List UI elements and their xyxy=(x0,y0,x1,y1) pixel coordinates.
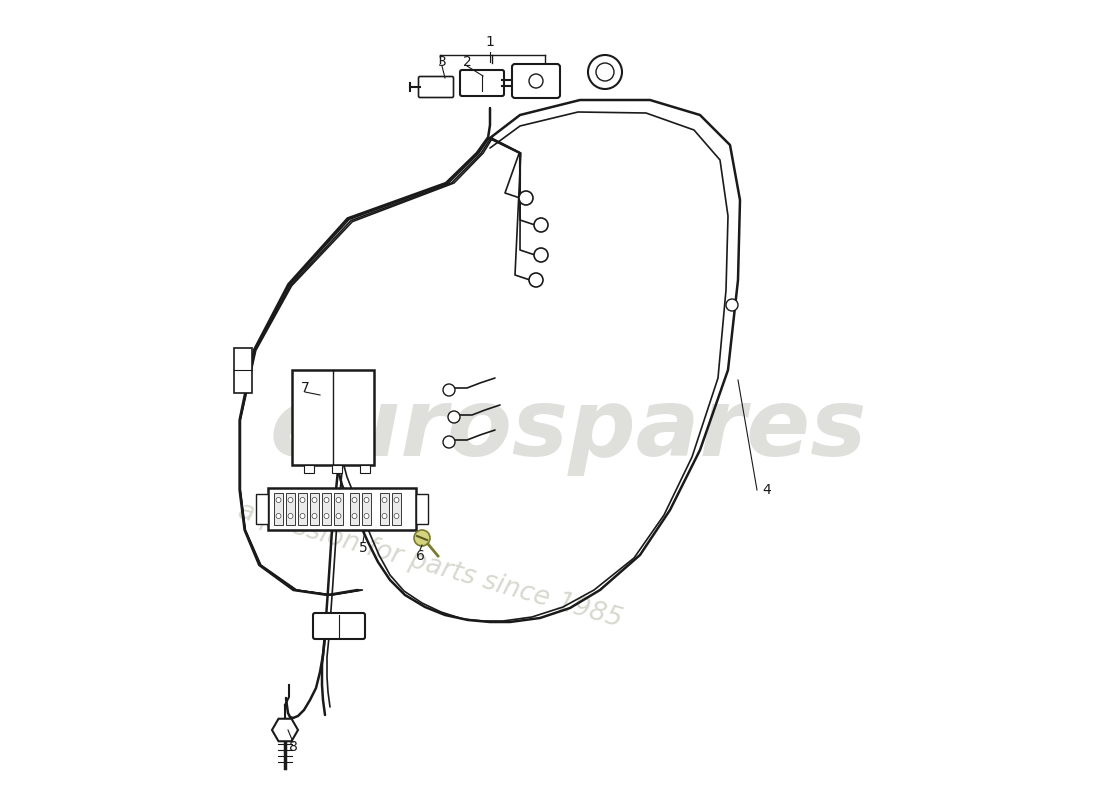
Circle shape xyxy=(300,498,305,502)
Bar xyxy=(392,493,402,525)
FancyBboxPatch shape xyxy=(418,77,453,98)
Text: 6: 6 xyxy=(416,549,425,563)
Circle shape xyxy=(529,273,543,287)
Circle shape xyxy=(443,384,455,396)
Text: 2: 2 xyxy=(463,55,472,69)
Circle shape xyxy=(364,514,368,518)
Text: 5: 5 xyxy=(359,541,367,555)
Bar xyxy=(274,493,283,525)
Bar xyxy=(362,493,371,525)
Text: 3: 3 xyxy=(438,55,447,69)
Circle shape xyxy=(324,514,329,518)
Text: 7: 7 xyxy=(300,381,309,395)
Bar xyxy=(379,493,389,525)
Circle shape xyxy=(352,514,358,518)
Circle shape xyxy=(300,514,305,518)
Circle shape xyxy=(534,248,548,262)
Circle shape xyxy=(276,498,280,502)
Circle shape xyxy=(288,514,293,518)
Circle shape xyxy=(443,436,455,448)
Circle shape xyxy=(276,514,280,518)
FancyBboxPatch shape xyxy=(512,64,560,98)
FancyBboxPatch shape xyxy=(460,70,504,96)
Circle shape xyxy=(596,63,614,81)
Bar xyxy=(360,465,370,473)
Circle shape xyxy=(336,498,341,502)
Bar xyxy=(268,488,416,530)
Circle shape xyxy=(534,218,548,232)
Bar xyxy=(334,493,343,525)
Circle shape xyxy=(312,514,317,518)
Circle shape xyxy=(529,74,543,88)
Circle shape xyxy=(726,299,738,311)
Circle shape xyxy=(394,498,399,502)
Circle shape xyxy=(588,55,621,89)
Circle shape xyxy=(312,498,317,502)
Text: a passion for parts since 1985: a passion for parts since 1985 xyxy=(235,498,625,632)
Circle shape xyxy=(288,498,293,502)
Circle shape xyxy=(519,191,534,205)
Circle shape xyxy=(382,514,387,518)
Bar xyxy=(332,465,342,473)
Text: 4: 4 xyxy=(762,483,771,497)
Bar xyxy=(350,493,359,525)
Bar xyxy=(286,493,295,525)
Circle shape xyxy=(336,514,341,518)
Text: 8: 8 xyxy=(288,740,297,754)
Bar xyxy=(310,493,319,525)
Circle shape xyxy=(324,498,329,502)
Bar xyxy=(416,494,428,524)
Text: 1: 1 xyxy=(485,35,494,49)
Bar xyxy=(304,465,313,473)
Bar xyxy=(292,370,374,465)
Bar xyxy=(298,493,307,525)
Circle shape xyxy=(382,498,387,502)
Circle shape xyxy=(414,530,430,546)
Text: eurospares: eurospares xyxy=(270,384,868,476)
Bar xyxy=(234,348,252,393)
Bar xyxy=(322,493,331,525)
Circle shape xyxy=(394,514,399,518)
FancyBboxPatch shape xyxy=(314,613,365,639)
Circle shape xyxy=(364,498,368,502)
Bar xyxy=(256,494,268,524)
Circle shape xyxy=(352,498,358,502)
Circle shape xyxy=(448,411,460,423)
